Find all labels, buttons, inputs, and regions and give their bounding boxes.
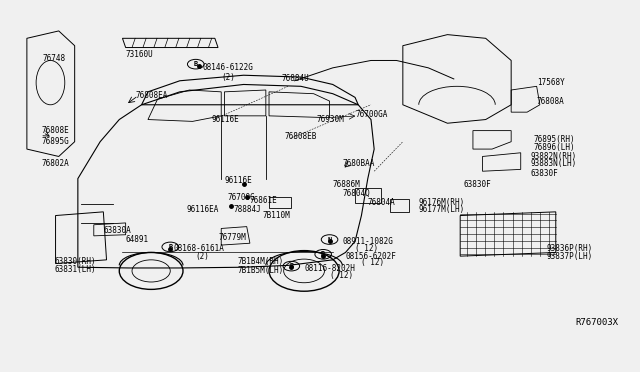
Text: 76808EB: 76808EB: [285, 132, 317, 141]
Text: 93882N(RH): 93882N(RH): [531, 152, 577, 161]
Text: 76895(RH): 76895(RH): [534, 135, 575, 144]
Text: R767003X: R767003X: [575, 318, 618, 327]
Text: B: B: [194, 61, 198, 67]
Text: 76802A: 76802A: [42, 159, 69, 169]
Text: ( 12): ( 12): [362, 258, 385, 267]
Text: 96116EA: 96116EA: [186, 205, 218, 215]
Text: (2): (2): [196, 251, 210, 261]
Text: 96176M(RH): 96176M(RH): [419, 198, 465, 207]
Text: 63831(LH): 63831(LH): [54, 264, 96, 273]
Text: 78884J: 78884J: [234, 205, 262, 215]
Text: 76804Q: 76804Q: [342, 189, 370, 198]
Text: 73160U: 73160U: [125, 51, 154, 60]
Text: 76804A: 76804A: [368, 198, 396, 207]
Text: 96177M(LH): 96177M(LH): [419, 205, 465, 215]
Text: 93836P(RH): 93836P(RH): [546, 244, 593, 253]
Text: 93883N(LH): 93883N(LH): [531, 159, 577, 169]
Text: N: N: [328, 237, 332, 243]
Text: 96116E: 96116E: [225, 176, 252, 185]
Text: 76700G: 76700G: [228, 193, 255, 202]
Text: B: B: [168, 244, 172, 250]
Text: ( 12): ( 12): [330, 271, 353, 280]
Text: 76930M: 76930M: [317, 115, 344, 124]
Text: 76700GA: 76700GA: [355, 109, 387, 119]
Text: 63830F: 63830F: [463, 180, 491, 189]
Text: 76808EA: 76808EA: [135, 91, 168, 100]
Text: 17568Y: 17568Y: [537, 78, 564, 87]
Text: 7B1B4M(RH): 7B1B4M(RH): [237, 257, 284, 266]
Text: 76895G: 76895G: [42, 137, 69, 146]
Text: ( 12): ( 12): [355, 244, 378, 253]
Text: 76808A: 76808A: [537, 97, 564, 106]
Text: 76748: 76748: [43, 54, 66, 63]
Text: 08168-6161A: 08168-6161A: [173, 244, 224, 253]
Text: 08156-6202F: 08156-6202F: [346, 251, 396, 261]
Text: 76861E: 76861E: [250, 196, 278, 205]
Text: 76808E: 76808E: [42, 126, 69, 135]
Text: 08116-8202H: 08116-8202H: [304, 264, 355, 273]
Text: 76896(LH): 76896(LH): [534, 143, 575, 152]
Text: 7B110M: 7B110M: [262, 211, 291, 220]
Text: B: B: [321, 251, 325, 257]
Text: 08146-6122G: 08146-6122G: [202, 63, 253, 72]
Text: 76884U: 76884U: [282, 74, 310, 83]
Text: 08911-1082G: 08911-1082G: [342, 237, 393, 246]
Text: 7B1B5M(LH): 7B1B5M(LH): [237, 266, 284, 275]
Text: 7680BAA: 7680BAA: [342, 159, 374, 169]
Text: (2): (2): [221, 73, 235, 81]
Text: 63830F: 63830F: [531, 169, 558, 177]
Text: B: B: [289, 263, 294, 269]
Text: 76886M: 76886M: [333, 180, 360, 189]
Text: 76779M: 76779M: [218, 233, 246, 242]
Text: 63830(RH): 63830(RH): [54, 257, 96, 266]
Text: 96116E: 96116E: [212, 115, 239, 124]
Text: 93837P(LH): 93837P(LH): [546, 251, 593, 261]
Text: 63830A: 63830A: [103, 226, 131, 235]
Text: 64891: 64891: [125, 235, 148, 244]
